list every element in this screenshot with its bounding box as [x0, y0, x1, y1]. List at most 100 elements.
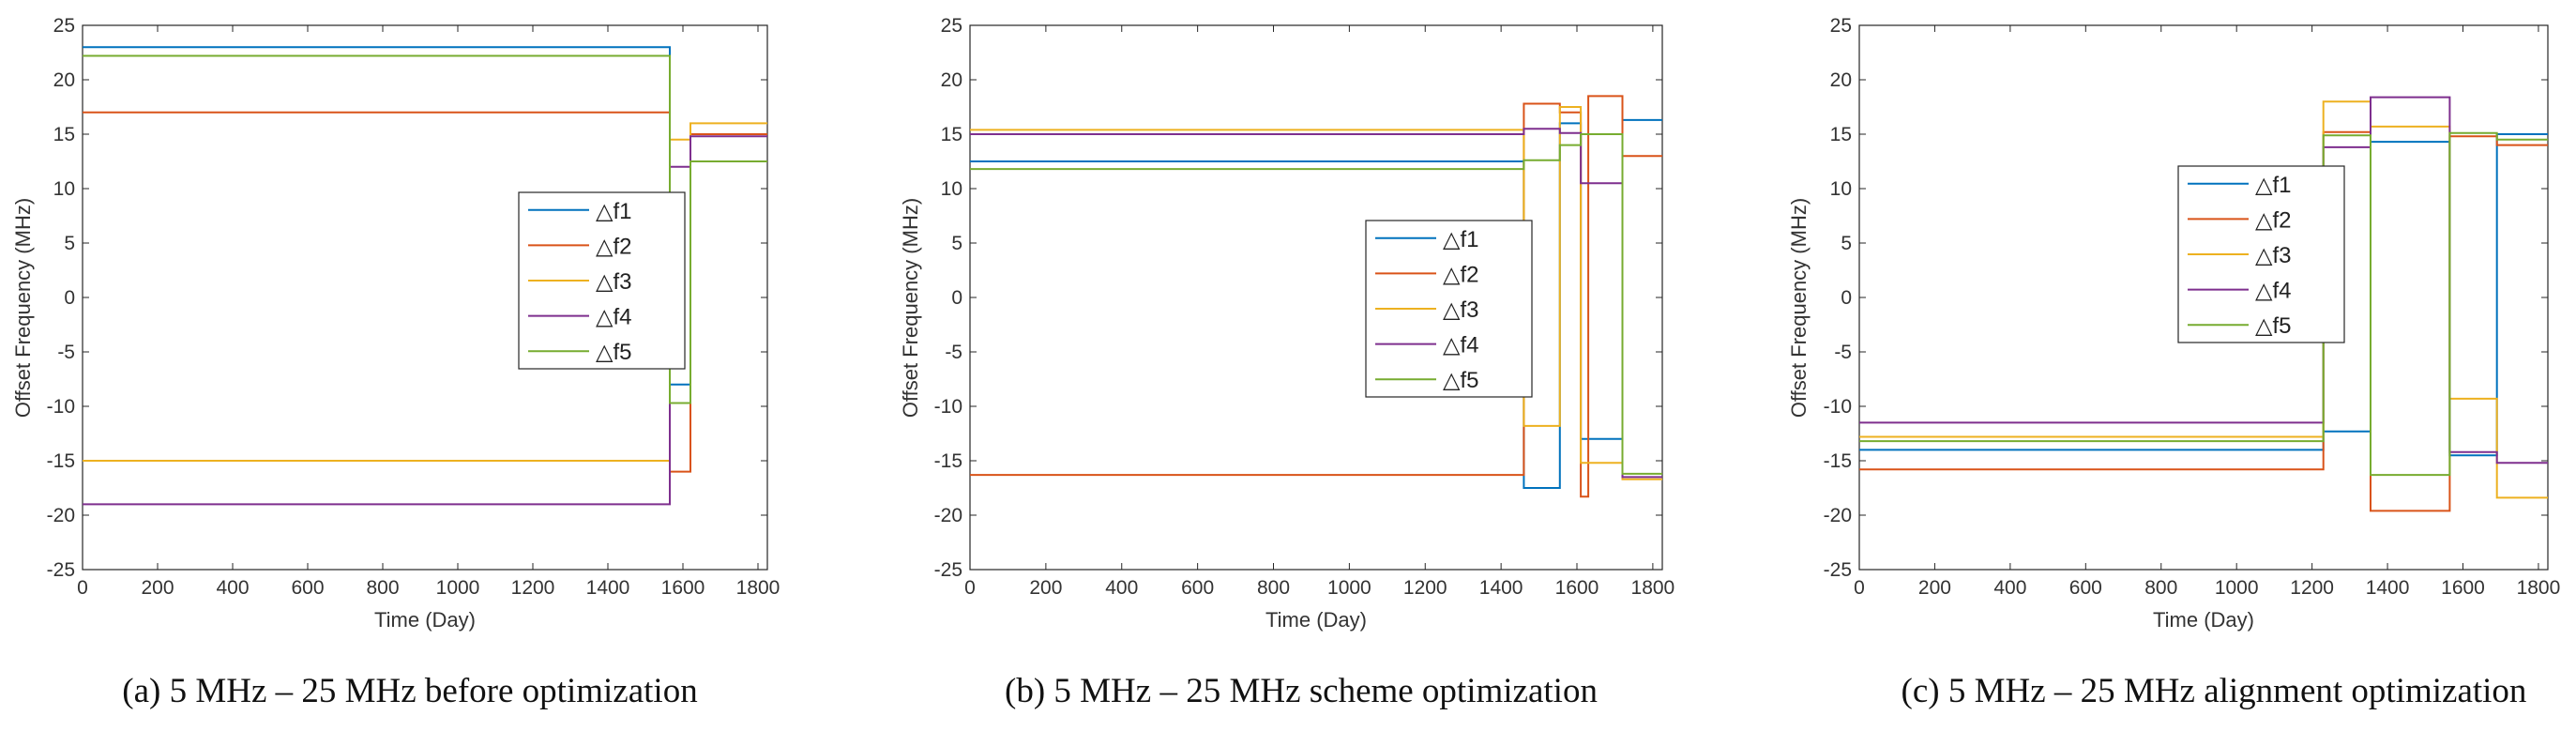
legend: △f1 △f2 △f3 △f4 △f5	[1365, 220, 1533, 398]
y-tick-label: 10	[53, 178, 75, 200]
x-tick-label: 400	[216, 577, 249, 599]
series-line-f5	[83, 54, 767, 404]
y-tick-label: 15	[53, 124, 75, 145]
x-tick-label: 1800	[736, 577, 780, 599]
y-tick-label: 15	[941, 124, 962, 145]
y-tick-label: -15	[47, 450, 75, 472]
legend-label-f2: △f2	[1443, 262, 1478, 287]
chart-caption: (c) 5 MHz – 25 MHz alignment optimizatio…	[1902, 672, 2527, 710]
series-line-f5	[970, 133, 1662, 475]
y-tick-label: 20	[1830, 69, 1852, 91]
x-tick-label: 600	[1181, 577, 1214, 599]
x-tick-label: 1000	[436, 577, 480, 599]
x-tick-label: 1000	[2215, 577, 2259, 599]
y-tick-label: 0	[951, 287, 962, 309]
y-tick-label: -20	[934, 505, 962, 526]
x-tick-label: 1600	[1555, 577, 1599, 599]
y-tick-label: 10	[1830, 178, 1852, 200]
x-tick-label: 1200	[511, 577, 555, 599]
y-tick-label: -25	[934, 559, 962, 581]
legend-label-f3: △f3	[2255, 243, 2291, 268]
legend-label-f4: △f4	[1443, 333, 1478, 358]
x-tick-label: 400	[1993, 577, 2026, 599]
series-line-f2	[83, 111, 767, 473]
y-tick-label: -15	[934, 450, 962, 472]
x-tick-label: 0	[1854, 577, 1865, 599]
chart-b: Offset Frequency (MHz) Time (Day) (b) 5 …	[899, 15, 1674, 710]
x-tick-label: 200	[1918, 577, 1951, 599]
y-tick-label: -20	[47, 505, 75, 526]
y-tick-label: -15	[1824, 450, 1852, 472]
x-tick-label: 800	[1257, 577, 1290, 599]
legend: △f1 △f2 △f3 △f4 △f5	[2177, 165, 2345, 343]
y-tick-label: -10	[47, 396, 75, 418]
y-tick-label: 20	[53, 69, 75, 91]
chart-caption: (b) 5 MHz – 25 MHz scheme optimization	[1005, 672, 1598, 710]
series-line-f4	[83, 135, 767, 506]
x-tick-label: 1200	[1403, 577, 1447, 599]
x-tick-label: 800	[366, 577, 399, 599]
y-tick-label: -10	[934, 396, 962, 418]
y-tick-label: 25	[53, 15, 75, 37]
chart-caption: (a) 5 MHz – 25 MHz before optimization	[122, 672, 697, 710]
y-tick-label: 10	[941, 178, 962, 200]
y-tick-label: -20	[1824, 505, 1852, 526]
x-tick-label: 1800	[1631, 577, 1675, 599]
y-tick-label: 0	[1841, 287, 1852, 309]
chart-a: Offset Frequency (MHz) Time (Day) (a) 5 …	[11, 15, 780, 710]
x-tick-label: 0	[77, 577, 88, 599]
x-tick-label: 1400	[1479, 577, 1523, 599]
y-tick-label: -5	[57, 342, 75, 363]
y-axis-label: Offset Frequency (MHz)	[11, 198, 35, 418]
x-tick-label: 0	[964, 577, 976, 599]
x-tick-label: 1000	[1327, 577, 1371, 599]
legend-label-f1: △f1	[2255, 173, 2291, 198]
x-tick-label: 1600	[661, 577, 705, 599]
legend-label-f4: △f4	[2255, 279, 2291, 304]
legend-label-f1: △f1	[596, 199, 631, 224]
y-tick-label: 5	[951, 233, 962, 254]
plot-area	[969, 24, 1663, 571]
x-tick-label: 1800	[2517, 577, 2561, 599]
y-tick-label: -5	[1834, 342, 1852, 363]
legend-label-f3: △f3	[596, 269, 631, 295]
legend-label-f1: △f1	[1443, 227, 1478, 252]
y-tick-label: -10	[1824, 396, 1852, 418]
x-tick-label: 400	[1105, 577, 1138, 599]
legend-label-f5: △f5	[1443, 368, 1478, 393]
legend-label-f5: △f5	[2255, 313, 2291, 339]
y-axis-label: Offset Frequency (MHz)	[899, 198, 922, 418]
x-tick-label: 1400	[586, 577, 630, 599]
x-axis-label: Time (Day)	[2153, 608, 2254, 632]
y-tick-label: 25	[941, 15, 962, 37]
x-tick-label: 1200	[2290, 577, 2334, 599]
y-tick-label: 5	[1841, 233, 1852, 254]
y-tick-label: -25	[47, 559, 75, 581]
y-tick-label: -5	[945, 342, 962, 363]
legend-label-f5: △f5	[596, 340, 631, 365]
x-tick-label: 600	[2069, 577, 2102, 599]
x-axis-label: Time (Day)	[1265, 608, 1367, 632]
legend-label-f4: △f4	[596, 305, 631, 330]
series-line-f3	[83, 122, 767, 462]
x-axis-label: Time (Day)	[374, 608, 476, 632]
x-tick-label: 200	[1029, 577, 1062, 599]
y-tick-label: 15	[1830, 124, 1852, 145]
legend: △f1 △f2 △f3 △f4 △f5	[518, 191, 686, 370]
y-tick-label: 5	[64, 233, 75, 254]
y-tick-label: 25	[1830, 15, 1852, 37]
legend-label-f2: △f2	[2255, 207, 2291, 233]
chart-c: Offset Frequency (MHz) Time (Day) (c) 5 …	[1787, 15, 2560, 710]
y-tick-label: -25	[1824, 559, 1852, 581]
y-axis-label: Offset Frequency (MHz)	[1787, 198, 1811, 418]
y-tick-label: 0	[64, 287, 75, 309]
y-tick-label: 20	[941, 69, 962, 91]
legend-label-f2: △f2	[596, 234, 631, 259]
x-tick-label: 600	[291, 577, 324, 599]
x-tick-label: 200	[141, 577, 174, 599]
x-tick-label: 1400	[2366, 577, 2410, 599]
x-tick-label: 1600	[2441, 577, 2485, 599]
legend-label-f3: △f3	[1443, 297, 1478, 323]
x-tick-label: 800	[2144, 577, 2177, 599]
